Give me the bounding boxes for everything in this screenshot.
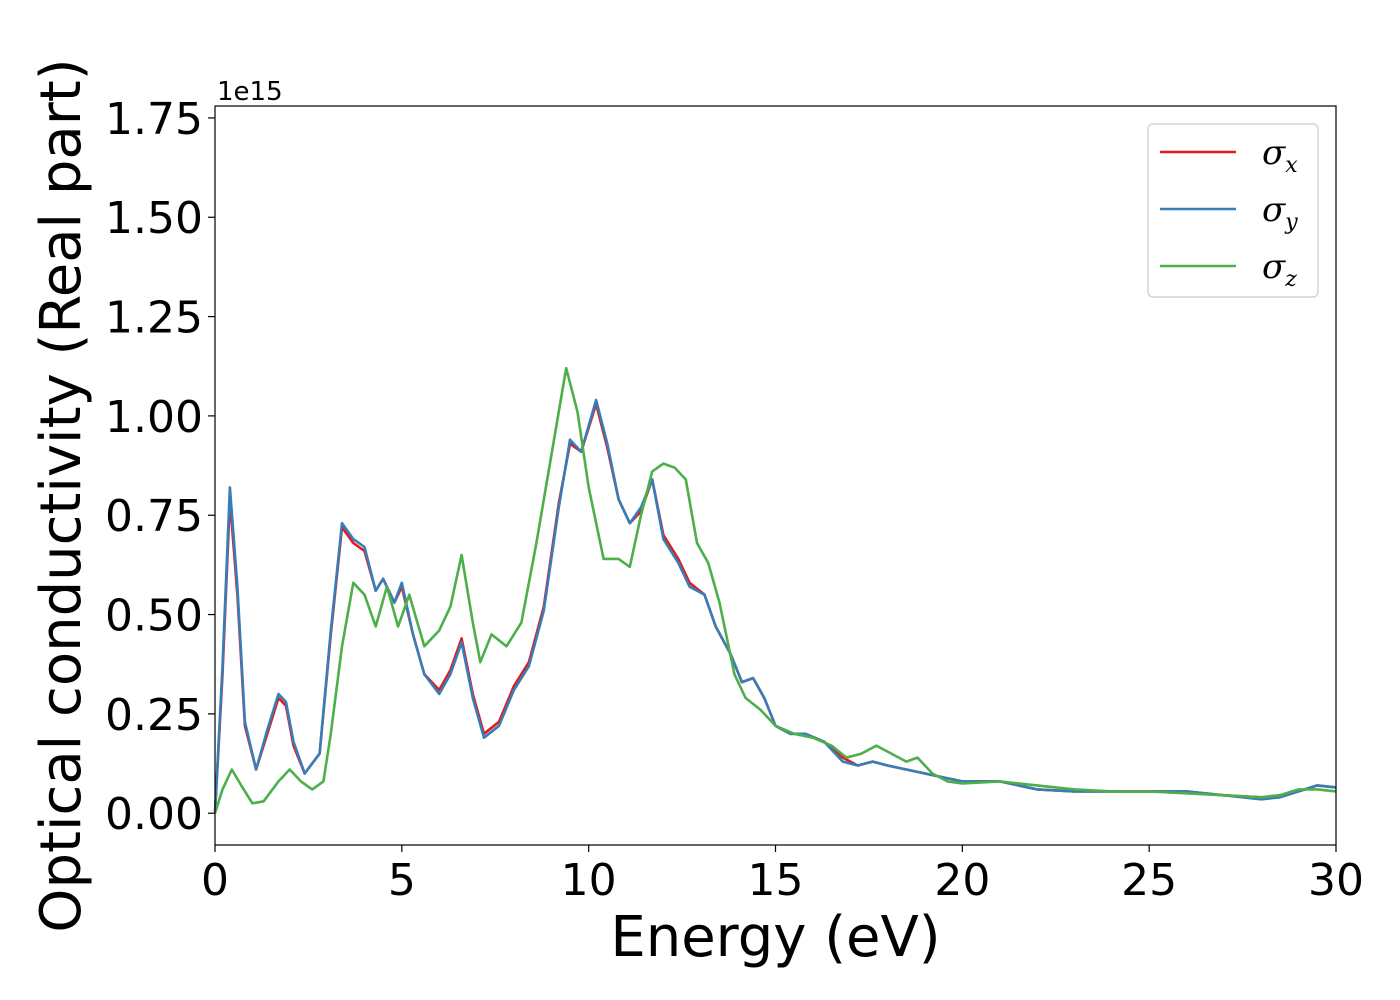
y-offset-text: 1e15 <box>217 77 283 107</box>
plot-frame <box>214 105 1337 846</box>
x-tick-label: 10 <box>561 855 617 906</box>
y-tick-label: 1.25 <box>105 293 203 344</box>
series-line-z <box>213 366 1337 814</box>
tick-layer: 0 5 10 15 20 25 30 0.00 0.25 0.50 0.75 1.00 1.25 1.50… <box>105 94 1364 906</box>
y-axis-label: Optical conductivity (Real part) <box>29 58 94 932</box>
x-axis-label: Energy (eV) <box>610 905 940 970</box>
y-tick-label: 0.75 <box>105 491 203 542</box>
x-tick-label: 20 <box>934 855 990 906</box>
x-tick-label: 5 <box>388 855 416 906</box>
y-tick-label: 1.50 <box>105 193 203 244</box>
series-line-x <box>213 402 1337 814</box>
series-line-y <box>213 398 1337 814</box>
legend-box <box>1147 123 1319 298</box>
x-tick-label: 30 <box>1308 855 1364 906</box>
y-tick-label: 0.50 <box>105 591 203 642</box>
y-tick-label: 0.25 <box>105 690 203 741</box>
x-tick-label: 15 <box>748 855 804 906</box>
x-tick-label: 25 <box>1121 855 1177 906</box>
series-lines <box>213 366 1337 814</box>
legend-label-x: σx <box>1262 133 1298 178</box>
y-tick-label: 1.75 <box>105 94 203 145</box>
y-tick-label: 0.00 <box>105 789 203 840</box>
x-tick-label: 0 <box>201 855 229 906</box>
y-tick-label: 1.00 <box>105 392 203 443</box>
